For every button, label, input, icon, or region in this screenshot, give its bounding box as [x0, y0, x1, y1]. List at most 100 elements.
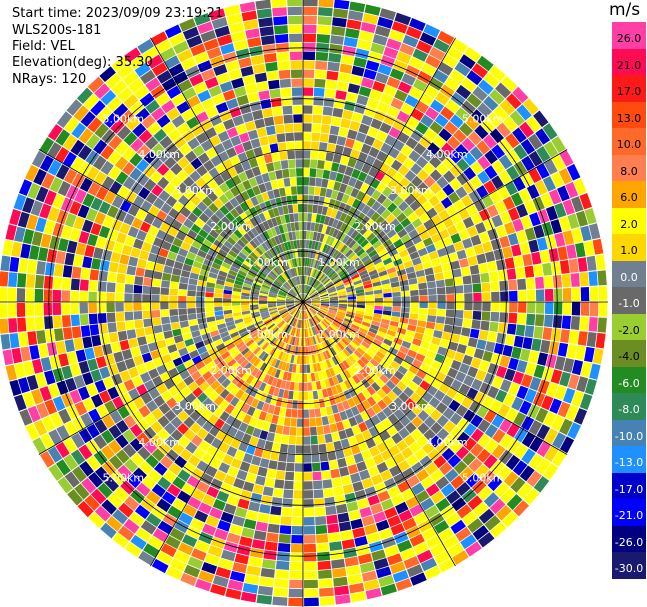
velocity-gate	[332, 345, 340, 354]
velocity-gate	[295, 267, 299, 276]
velocity-gate	[273, 587, 288, 597]
velocity-gate	[419, 380, 431, 391]
velocity-gate	[235, 321, 245, 328]
colorbar-tick-label: -21.0	[614, 509, 644, 522]
velocity-gate	[358, 123, 370, 135]
velocity-gate	[329, 541, 343, 551]
velocity-gate	[303, 427, 310, 436]
velocity-gate	[420, 557, 438, 572]
velocity-gate	[297, 267, 301, 276]
velocity-gate	[351, 242, 360, 252]
velocity-gate	[278, 452, 288, 462]
velocity-gate	[192, 260, 203, 269]
velocity-gate	[227, 579, 244, 591]
velocity-gate	[312, 105, 323, 115]
velocity-gate	[170, 176, 182, 188]
velocity-gate	[332, 17, 347, 28]
velocity-gate	[543, 275, 554, 289]
velocity-gate	[264, 181, 273, 192]
range-ring-label: 1.00km	[246, 328, 288, 341]
velocity-gate	[388, 271, 398, 279]
velocity-gate	[338, 299, 348, 302]
velocity-gate	[392, 306, 401, 312]
velocity-gate	[333, 262, 341, 271]
velocity-gate	[529, 436, 544, 453]
velocity-gate	[151, 302, 160, 310]
velocity-gate	[400, 375, 412, 386]
velocity-gate	[423, 162, 436, 175]
velocity-gate	[397, 327, 407, 335]
velocity-gate	[297, 328, 301, 337]
velocity-gate	[133, 293, 142, 302]
velocity-gate	[344, 280, 353, 286]
velocity-gate	[349, 341, 359, 350]
velocity-gate	[77, 145, 92, 161]
velocity-gate	[279, 443, 288, 453]
velocity-gate	[328, 227, 336, 237]
velocity-gate	[409, 533, 425, 547]
velocity-gate	[197, 21, 214, 34]
velocity-gate	[219, 266, 230, 274]
velocity-gate	[69, 201, 82, 216]
velocity-gate	[393, 238, 404, 248]
velocity-gate	[178, 347, 189, 357]
velocity-gate	[310, 291, 317, 297]
velocity-gate	[295, 445, 303, 454]
velocity-gate	[301, 293, 303, 302]
velocity-gate	[287, 280, 294, 288]
velocity-gate	[245, 198, 254, 209]
velocity-gate	[266, 250, 274, 259]
velocity-gate	[274, 245, 281, 254]
velocity-gate	[246, 406, 256, 417]
velocity-gate	[270, 367, 278, 377]
azimuth-spokes	[0, 0, 608, 607]
velocity-gate	[165, 337, 175, 347]
velocity-gate	[440, 106, 455, 121]
velocity-gate	[264, 440, 274, 451]
velocity-gate	[386, 38, 402, 51]
velocity-gate	[544, 428, 559, 445]
velocity-gate	[284, 214, 291, 223]
velocity-gate	[261, 191, 270, 202]
velocity-gate	[351, 352, 360, 362]
velocity-gate	[553, 288, 563, 302]
velocity-gate	[281, 96, 292, 106]
velocity-gate	[25, 288, 35, 302]
velocity-gate	[343, 547, 357, 559]
velocity-gate	[322, 169, 331, 180]
velocity-gate	[270, 505, 282, 516]
velocity-gate	[303, 159, 310, 168]
velocity-gate	[221, 335, 232, 343]
velocity-gate	[251, 285, 261, 291]
velocity-gate	[223, 298, 232, 302]
velocity-gate	[374, 297, 383, 302]
velocity-gate	[376, 230, 386, 240]
velocity-gate	[515, 267, 526, 279]
velocity-gate	[323, 318, 331, 326]
velocity-gate	[404, 370, 416, 381]
velocity-gate	[227, 372, 237, 382]
velocity-gate	[423, 24, 441, 38]
velocity-gate	[310, 268, 314, 277]
velocity-gate	[370, 342, 381, 351]
velocity-gate	[288, 291, 296, 298]
velocity-gate	[157, 176, 170, 190]
velocity-gate	[328, 52, 342, 63]
velocity-gate	[216, 220, 227, 230]
range-ring-label: 5.00km	[103, 472, 145, 485]
velocity-gate	[333, 200, 341, 210]
velocity-gate	[123, 518, 140, 534]
velocity-gate	[580, 287, 590, 301]
velocity-gate	[366, 232, 376, 242]
velocity-gate	[393, 337, 403, 346]
velocity-gate	[257, 273, 266, 280]
velocity-gate	[431, 257, 441, 267]
velocity-gate	[376, 101, 390, 114]
velocity-gate	[287, 444, 296, 454]
velocity-gate	[390, 316, 400, 322]
velocity-gate	[339, 222, 348, 232]
velocity-gate	[311, 299, 321, 301]
velocity-gate	[235, 123, 247, 135]
velocity-gate	[129, 153, 143, 167]
velocity-gate	[450, 475, 465, 490]
